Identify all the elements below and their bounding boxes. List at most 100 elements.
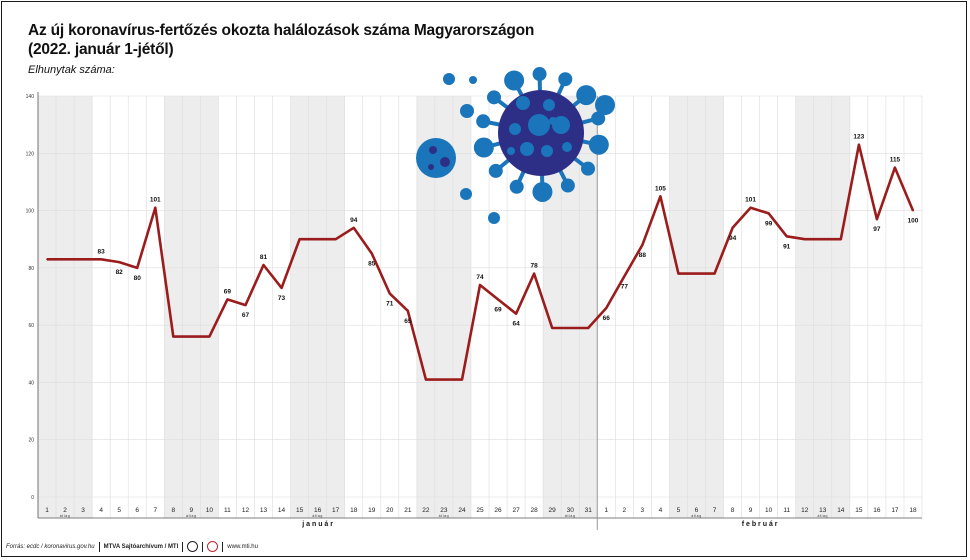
virus-spike-head bbox=[488, 163, 503, 178]
x-tick-label: 4 bbox=[659, 507, 663, 514]
data-point bbox=[298, 238, 301, 241]
data-label: 69 bbox=[224, 288, 232, 295]
x-tick-label: 5 bbox=[117, 507, 121, 514]
x-tick-label: 25 bbox=[476, 507, 484, 514]
x-tick-label: 14 bbox=[837, 507, 845, 514]
x-tick-label: 19 bbox=[368, 507, 376, 514]
data-label: 80 bbox=[134, 275, 142, 282]
chart-subtitle: (2022. január 1-jétől) bbox=[28, 41, 174, 58]
x-tick-label: 11 bbox=[224, 507, 231, 514]
data-point bbox=[136, 266, 139, 269]
footer-separator bbox=[202, 541, 204, 552]
virus-spike-head bbox=[558, 72, 573, 87]
floating-particle bbox=[469, 76, 477, 84]
data-point bbox=[515, 312, 517, 315]
data-point bbox=[569, 327, 572, 329]
x-axis: 1 2 3 4 5 6 7 8 9 10 11 12 13 14 15 16 17 18 19 20 21 22 23 24 2… bbox=[45, 507, 917, 528]
x-tick-label: 1 bbox=[604, 507, 608, 514]
footer-site: www.mti.hu bbox=[227, 543, 258, 550]
virus-spike-head bbox=[560, 178, 575, 193]
data-point bbox=[623, 275, 626, 278]
month-label: f e b r u á r bbox=[742, 521, 778, 528]
virus-spot bbox=[520, 142, 534, 156]
y-axis-label: Elhunytak száma: bbox=[28, 64, 115, 76]
floating-particle bbox=[460, 188, 472, 200]
data-label: 88 bbox=[639, 252, 647, 259]
data-point bbox=[46, 258, 48, 261]
data-labels: 83 82 80 101 69 67 81 73 94 85 71 65 74 69 64 78 66 77 88 1… bbox=[98, 134, 919, 328]
data-point bbox=[767, 212, 770, 215]
x-tick-label: 29 bbox=[549, 507, 557, 514]
data-point bbox=[406, 309, 409, 312]
x-tick-label: 23 bbox=[440, 507, 448, 514]
data-label: 74 bbox=[476, 274, 484, 281]
x-tick-label: 26 bbox=[494, 507, 502, 514]
floating-particle bbox=[595, 95, 615, 115]
data-label: 64 bbox=[512, 321, 520, 328]
data-point bbox=[497, 298, 499, 301]
data-point bbox=[208, 335, 211, 338]
data-label: 97 bbox=[873, 226, 881, 233]
virus-spot bbox=[562, 142, 572, 152]
data-point bbox=[424, 378, 427, 381]
small-virus-spot bbox=[428, 164, 434, 170]
data-point bbox=[551, 327, 554, 329]
x-tick-label: 27 bbox=[512, 507, 520, 514]
virus-spot bbox=[541, 145, 553, 157]
data-point bbox=[244, 304, 247, 306]
floating-particle bbox=[443, 73, 455, 85]
data-label: 123 bbox=[853, 134, 864, 141]
virus-spot bbox=[507, 147, 515, 155]
x-tick-label: 21 bbox=[404, 507, 412, 514]
data-label: 99 bbox=[765, 220, 773, 227]
x-tick-label: 2 bbox=[63, 507, 67, 514]
data-point bbox=[803, 238, 806, 241]
data-point bbox=[894, 166, 896, 169]
footer: Forrás: ecdc / koronavirus.gov.hu MTVA S… bbox=[6, 541, 258, 552]
data-point bbox=[352, 226, 355, 229]
mtva-logo-icon bbox=[207, 541, 219, 552]
data-label: 101 bbox=[150, 197, 161, 204]
data-point bbox=[785, 235, 788, 238]
data-point bbox=[461, 378, 463, 381]
average-band bbox=[290, 96, 345, 518]
x-tick-label: 24 bbox=[458, 507, 466, 514]
data-point bbox=[316, 238, 319, 241]
data-label: 71 bbox=[386, 301, 394, 308]
virus-spike-head bbox=[576, 85, 597, 106]
y-tick-label: 120 bbox=[26, 151, 35, 157]
virus-spike-head bbox=[588, 134, 609, 155]
average-label: átlag bbox=[691, 514, 702, 518]
virus-spike-head bbox=[486, 90, 501, 105]
data-point bbox=[479, 284, 481, 286]
data-point bbox=[370, 252, 373, 255]
average-band bbox=[669, 96, 724, 518]
virus-spike-head bbox=[581, 161, 596, 176]
data-point bbox=[912, 209, 914, 212]
data-point bbox=[533, 272, 536, 275]
x-tick-label: 12 bbox=[801, 507, 809, 514]
x-tick-label: 8 bbox=[731, 507, 735, 514]
month-label: j a n u á r bbox=[301, 521, 333, 528]
virus-spike-head bbox=[509, 179, 524, 194]
virus-spot bbox=[549, 117, 557, 125]
data-point bbox=[262, 264, 265, 266]
x-tick-label: 4 bbox=[99, 507, 103, 514]
grid-lines bbox=[37, 95, 923, 518]
x-tick-label: 17 bbox=[332, 507, 340, 514]
x-tick-label: 12 bbox=[242, 507, 250, 514]
virus-spot bbox=[528, 114, 550, 136]
y-tick-label: 20 bbox=[28, 438, 34, 444]
floating-particle bbox=[460, 104, 474, 118]
data-point bbox=[118, 261, 121, 264]
data-label: 67 bbox=[242, 312, 250, 319]
y-tick-label: 140 bbox=[26, 94, 35, 100]
series-line bbox=[46, 143, 915, 381]
footer-source: Forrás: ecdc / koronavirus.gov.hu bbox=[6, 543, 95, 550]
mti-logo-icon bbox=[187, 541, 199, 552]
x-tick-label: 13 bbox=[260, 507, 268, 514]
coronavirus-illustration bbox=[416, 67, 615, 224]
virus-spike-head bbox=[532, 67, 547, 82]
average-bands bbox=[38, 96, 850, 518]
